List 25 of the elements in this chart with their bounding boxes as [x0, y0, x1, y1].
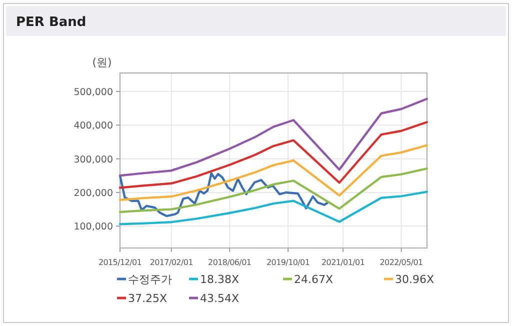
- x-tick-label: 2018/06/01: [208, 258, 252, 267]
- legend-label: 18.38X: [200, 273, 240, 286]
- y-tick-label: 300,000: [74, 154, 113, 166]
- y-tick-label: 400,000: [74, 120, 113, 132]
- line-series: [118, 190, 428, 226]
- line-series: [118, 121, 428, 189]
- line-series: [118, 167, 428, 214]
- x-tick-label: 2022/05/01: [380, 258, 424, 267]
- line-series: [118, 98, 428, 177]
- x-tick-label: 2021/01/01: [322, 258, 365, 267]
- line-series: [118, 144, 428, 201]
- x-tick-label: 2019/10/01: [266, 258, 310, 267]
- line-series: [118, 172, 329, 218]
- legend-label: 43.54X: [200, 292, 240, 305]
- x-tick-label: 2015/12/01: [98, 258, 142, 267]
- legend-label: 수정주가: [128, 273, 172, 286]
- y-axis-title: (원): [92, 56, 112, 69]
- y-tick-label: 100,000: [74, 222, 113, 233]
- legend-label: 30.96X: [395, 273, 434, 286]
- y-tick-label: 500,000: [74, 87, 113, 98]
- legend-label: 37.25X: [128, 292, 168, 305]
- legend-label: 24.67X: [294, 273, 334, 286]
- y-tick-label: 200,000: [74, 188, 113, 199]
- x-tick-label: 2017/02/01: [150, 258, 194, 267]
- chart-title: PER Band: [16, 15, 86, 30]
